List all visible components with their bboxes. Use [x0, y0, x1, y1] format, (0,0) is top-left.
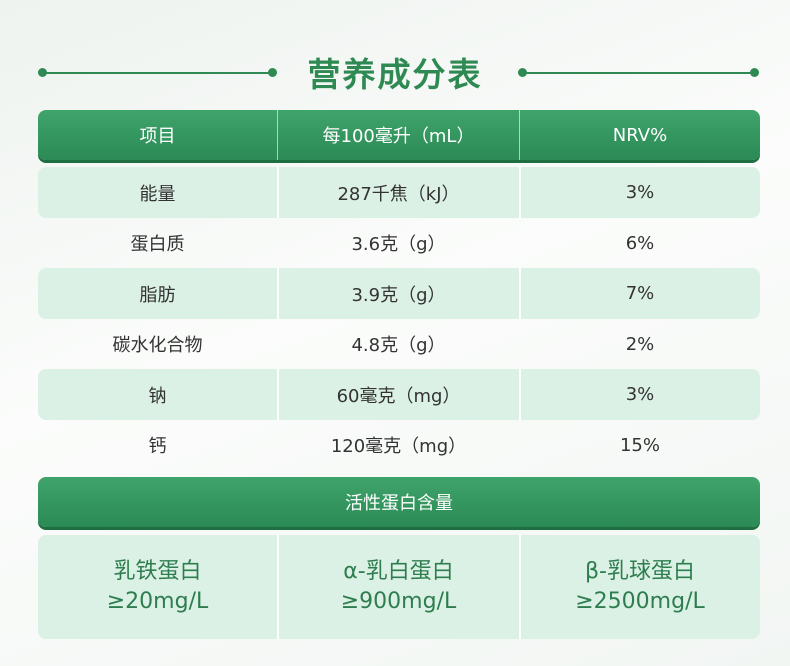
protein-divider — [277, 535, 279, 639]
row-divider — [519, 167, 521, 218]
table-cell: 120毫克（mg） — [330, 436, 467, 457]
protein-box — [38, 535, 760, 639]
header-cell: NRV% — [612, 124, 668, 146]
table-cell: 蛋白质 — [130, 234, 185, 255]
rule-dot — [268, 68, 277, 77]
table-cell: 2% — [625, 333, 655, 355]
protein-item: β-乳球蛋白 ≥2500mg/L — [520, 535, 760, 639]
title-rule — [42, 72, 272, 74]
header-cell: 每100毫升（mL） — [322, 126, 475, 147]
protein-value: ≥20mg/L — [106, 589, 209, 614]
table-header — [38, 110, 760, 160]
protein-divider — [519, 535, 521, 639]
table-cell: 287千焦（kJ） — [337, 183, 460, 205]
row-divider — [277, 167, 279, 218]
protein-name: β-乳球蛋白 — [585, 559, 695, 584]
title-rule — [522, 72, 754, 74]
rule-dot — [38, 68, 47, 77]
table-cell: 60毫克（mg） — [336, 385, 461, 407]
row-divider — [519, 268, 521, 319]
row-band — [38, 369, 760, 420]
header-divider — [277, 110, 278, 160]
row-band — [38, 268, 760, 319]
table-cell: 3.6克（g） — [351, 234, 446, 255]
table-cell: 3.9克（g） — [351, 284, 446, 306]
protein-header — [38, 477, 760, 527]
table-cell: 能量 — [139, 183, 176, 205]
table-cell: 3% — [625, 384, 655, 405]
row-divider — [277, 369, 279, 420]
rule-dot — [518, 68, 527, 77]
header-divider — [519, 110, 520, 160]
protein-title: 活性蛋白含量 — [345, 493, 453, 514]
protein-item: α-乳白蛋白 ≥900mg/L — [278, 535, 519, 639]
row-divider — [277, 268, 279, 319]
table-cell: 钙 — [148, 436, 167, 457]
table-cell: 脂肪 — [139, 284, 176, 306]
table-cell: 15% — [619, 434, 660, 456]
header-cell: 项目 — [139, 126, 176, 147]
protein-name: α-乳白蛋白 — [343, 559, 454, 584]
table-cell: 4.8克（g） — [351, 335, 446, 356]
rule-dot — [750, 68, 759, 77]
table-cell: 碳水化合物 — [112, 335, 203, 356]
table-cell: 3% — [625, 182, 655, 203]
protein-item: 乳铁蛋白 ≥20mg/L — [38, 535, 277, 639]
protein-value: ≥900mg/L — [340, 589, 457, 614]
table-cell: 7% — [625, 283, 655, 304]
table-cell: 6% — [625, 232, 655, 254]
row-band — [38, 167, 760, 218]
protein-name: 乳铁蛋白 — [113, 559, 202, 584]
title: 营养成分表 — [307, 55, 483, 94]
protein-value: ≥2500mg/L — [575, 589, 705, 614]
table-cell: 钠 — [148, 385, 167, 407]
row-divider — [519, 369, 521, 420]
